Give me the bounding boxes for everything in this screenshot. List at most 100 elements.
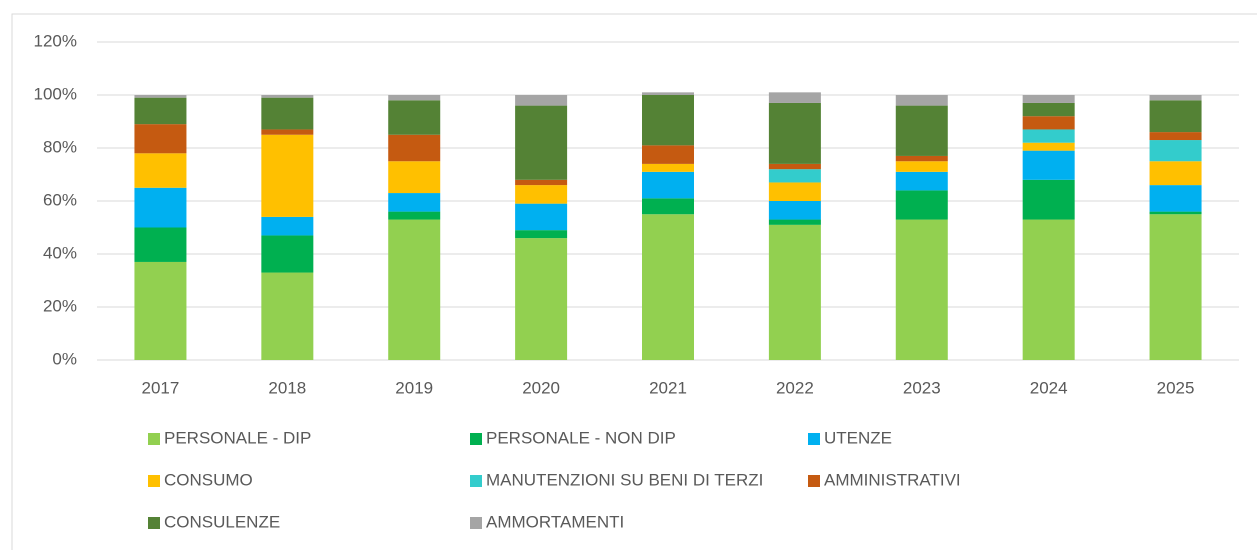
- x-tick-label: 2022: [776, 378, 814, 397]
- bar-segment: [515, 105, 568, 180]
- y-tick-label: 40%: [43, 243, 77, 262]
- bar-segment: [895, 190, 948, 220]
- bar-segment: [768, 92, 821, 103]
- legend-swatch: [470, 517, 482, 529]
- bar-segment: [261, 97, 314, 130]
- x-tick-label: 2024: [1030, 378, 1068, 397]
- x-tick-label: 2025: [1157, 378, 1195, 397]
- bar-segment: [1149, 214, 1202, 360]
- bar-segment: [515, 185, 568, 204]
- bar-segment: [642, 163, 694, 172]
- legend-swatch: [148, 517, 160, 529]
- bar-segment: [134, 261, 187, 360]
- legend-label: UTENZE: [824, 428, 892, 447]
- bar-segment: [388, 95, 441, 101]
- bar-segment: [261, 235, 314, 273]
- bar-segment: [261, 129, 314, 135]
- bar-segment: [388, 211, 441, 220]
- y-tick-label: 20%: [43, 296, 77, 315]
- bar-segment: [515, 95, 568, 106]
- bar-segment: [1022, 129, 1075, 143]
- chart-border: [11, 13, 1257, 550]
- bar-segment: [768, 169, 821, 183]
- bar-segment: [642, 171, 694, 199]
- legend-label: PERSONALE - DIP: [164, 428, 311, 447]
- legend-swatch: [808, 475, 820, 487]
- legend-label: MANUTENZIONI SU BENI DI TERZI: [486, 470, 763, 489]
- bar-segment: [134, 153, 187, 188]
- bar-segment: [261, 272, 314, 360]
- bar-segment: [895, 171, 948, 191]
- legend-swatch: [470, 475, 482, 487]
- legend-label: CONSULENZE: [164, 512, 280, 531]
- legend-label: AMMINISTRATIVI: [824, 470, 961, 489]
- legend-swatch: [148, 433, 160, 445]
- bar-segment: [895, 219, 948, 360]
- legend-swatch: [470, 433, 482, 445]
- bar-segment: [768, 224, 821, 360]
- bar-segment: [768, 102, 821, 164]
- bar-segment: [261, 216, 314, 236]
- bar-segment: [388, 219, 441, 360]
- bar-segment: [261, 95, 314, 98]
- bar-segment: [768, 182, 821, 201]
- bar-segment: [642, 95, 694, 146]
- y-tick-label: 100%: [34, 84, 77, 103]
- y-tick-label: 0%: [52, 349, 77, 368]
- bar-segment: [515, 179, 568, 186]
- bar-segment: [134, 97, 187, 125]
- x-tick-label: 2019: [395, 378, 433, 397]
- bar-segment: [1022, 102, 1075, 117]
- x-tick-label: 2023: [903, 378, 941, 397]
- bar-segment: [1022, 179, 1075, 220]
- bar-segment: [1022, 142, 1075, 151]
- bar-segment: [1149, 185, 1202, 212]
- x-tick-label: 2018: [268, 378, 306, 397]
- bar-segment: [1149, 95, 1202, 101]
- bar-segment: [1149, 132, 1202, 141]
- y-tick-label: 60%: [43, 190, 77, 209]
- bar-segment: [642, 198, 694, 215]
- bar-segment: [134, 227, 187, 262]
- y-tick-label: 80%: [43, 137, 77, 156]
- bar-segment: [261, 134, 314, 217]
- bar-segment: [388, 193, 441, 212]
- bar-segment: [1149, 100, 1202, 133]
- bar-segment: [768, 163, 821, 170]
- bar-segment: [895, 161, 948, 172]
- bar-segment: [895, 95, 948, 106]
- bar-segment: [895, 105, 948, 156]
- legend-label: PERSONALE - NON DIP: [486, 428, 676, 447]
- bar-segment: [388, 161, 441, 194]
- x-tick-label: 2020: [522, 378, 560, 397]
- bar-segment: [1149, 211, 1202, 215]
- legend-label: AMMORTAMENTI: [486, 512, 624, 531]
- bar-segment: [134, 124, 187, 154]
- bar-segment: [895, 155, 948, 162]
- bar-segment: [1149, 161, 1202, 186]
- legend-swatch: [808, 433, 820, 445]
- bar-segment: [515, 230, 568, 239]
- bar-segment: [642, 145, 694, 164]
- legend-swatch: [148, 475, 160, 487]
- bar-segment: [515, 203, 568, 231]
- bar-segment: [1149, 140, 1202, 162]
- x-tick-label: 2017: [142, 378, 180, 397]
- bar-segment: [1022, 95, 1075, 103]
- y-tick-label: 120%: [34, 31, 77, 50]
- x-tick-label: 2021: [649, 378, 687, 397]
- bar-segment: [388, 100, 441, 135]
- bar-segment: [1022, 219, 1075, 360]
- bar-segment: [134, 95, 187, 98]
- bar-segment: [388, 134, 441, 162]
- bar-segment: [515, 238, 568, 360]
- bar-segment: [1022, 116, 1075, 130]
- bar-segment: [768, 219, 821, 225]
- bar-segment: [134, 187, 187, 228]
- legend-label: CONSUMO: [164, 470, 253, 489]
- bar-segment: [1022, 150, 1075, 180]
- bar-segment: [768, 201, 821, 220]
- bar-segment: [642, 92, 694, 95]
- bar-segment: [642, 214, 694, 360]
